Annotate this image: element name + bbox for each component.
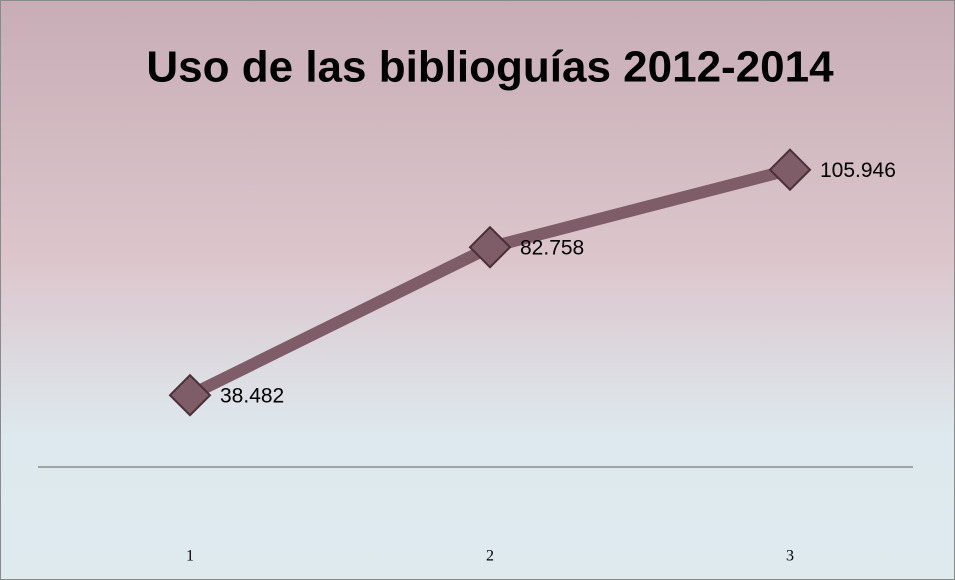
data-label: 38.482 <box>220 385 284 408</box>
x-tick-label: 1 <box>186 548 194 565</box>
data-label: 82.758 <box>520 237 584 260</box>
data-marker <box>468 225 512 269</box>
data-marker <box>768 148 812 192</box>
chart-title: Uso de las biblioguías 2012-2014 <box>146 43 834 92</box>
data-label: 105.946 <box>820 159 896 182</box>
data-marker <box>168 373 212 417</box>
x-tick-label: 3 <box>786 548 794 565</box>
x-tick-label: 2 <box>486 548 494 565</box>
